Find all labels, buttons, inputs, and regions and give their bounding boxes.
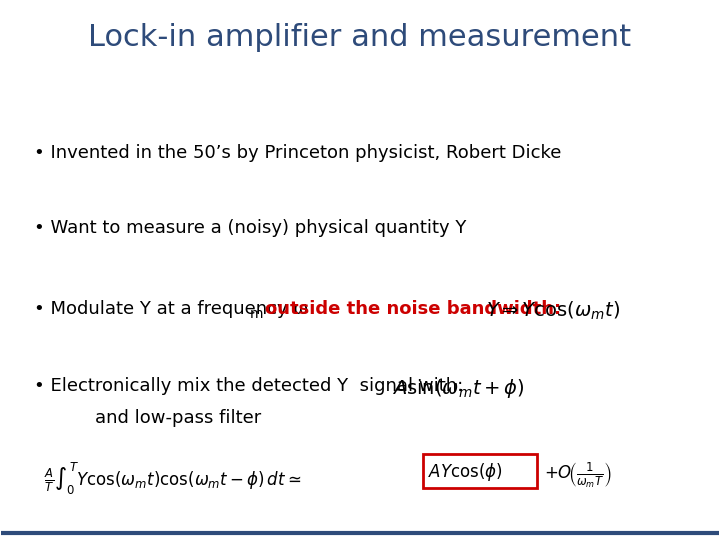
Text: • Modulate Y at a frequency ω: • Modulate Y at a frequency ω <box>34 300 308 318</box>
Text: $AY\cos(\phi)$: $AY\cos(\phi)$ <box>428 461 503 483</box>
Text: • Want to measure a (noisy) physical quantity Y: • Want to measure a (noisy) physical qua… <box>34 219 466 237</box>
Text: $+ O\!\left(\frac{1}{\omega_m T}\right)$: $+ O\!\left(\frac{1}{\omega_m T}\right)$ <box>544 461 612 490</box>
Text: and low-pass filter: and low-pass filter <box>94 409 261 427</box>
Text: $Y \Rightarrow Y\cos(\omega_m t)$: $Y \Rightarrow Y\cos(\omega_m t)$ <box>485 300 619 322</box>
Text: $A\sin(\omega_m t + \phi)$: $A\sin(\omega_m t + \phi)$ <box>392 377 525 401</box>
Text: • Invented in the 50’s by Princeton physicist, Robert Dicke: • Invented in the 50’s by Princeton phys… <box>34 144 561 162</box>
Text: m: m <box>250 307 263 321</box>
Text: $\frac{A}{T}\int_0^T Y\cos(\omega_m t)\cos(\omega_m t - \phi)\,dt \simeq $: $\frac{A}{T}\int_0^T Y\cos(\omega_m t)\c… <box>45 461 302 497</box>
Text: Lock-in amplifier and measurement: Lock-in amplifier and measurement <box>89 23 631 52</box>
Text: outside the noise bandwidth:: outside the noise bandwidth: <box>266 300 562 318</box>
Text: • Electronically mix the detected Y  signal with:: • Electronically mix the detected Y sign… <box>34 377 463 395</box>
